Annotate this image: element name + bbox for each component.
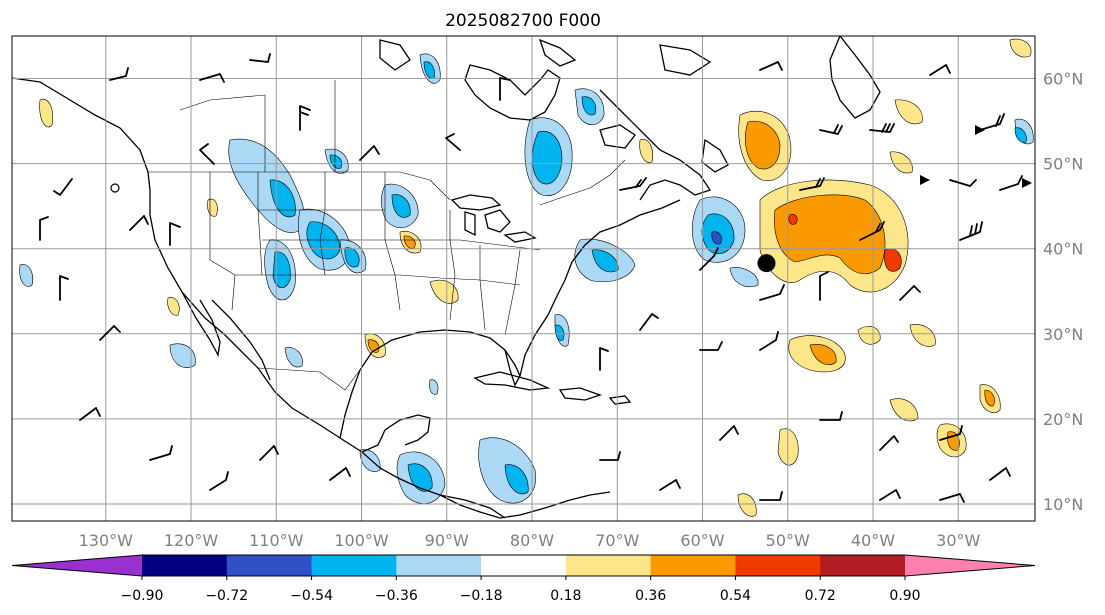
longitude-label: 90°W: [425, 531, 469, 550]
colorbar-tick-label: −0.72: [205, 588, 248, 604]
latitude-labels: 60°N 50°N 40°N 30°N 20°N 10°N: [1043, 70, 1083, 514]
colorbar-tick-label: 0.72: [805, 588, 836, 604]
colorbar-segment: [735, 555, 821, 576]
colorbar-ticks: −0.90 −0.72 −0.54 −0.36 −0.18 0.18 0.36 0.54 0.7…: [121, 576, 921, 604]
colorbar-segment: [396, 555, 482, 576]
colorbar-tick-label: −0.90: [121, 588, 164, 604]
colorbar-segment: [650, 555, 736, 576]
colorbar-tick-label: −0.36: [375, 588, 418, 604]
colorbar-segment: [565, 555, 652, 576]
longitude-label: 110°W: [249, 531, 304, 550]
colorbar: [11, 554, 1036, 577]
colorbar-tick-label: 0.90: [889, 588, 920, 604]
wind-flags: [920, 125, 1032, 188]
colorbar-tick-label: 0.54: [720, 588, 751, 604]
map-title: 2025082700 F000: [445, 11, 601, 31]
colorbar-segment: [820, 555, 906, 576]
political-borders: [148, 80, 626, 391]
longitude-label: 80°W: [510, 531, 554, 550]
colorbar-tick-label: 0.36: [635, 588, 666, 604]
latitude-label: 10°N: [1043, 495, 1083, 514]
colorbar-segment: [142, 555, 228, 576]
map-frame: [11, 35, 1036, 522]
colorbar-segment: [311, 555, 397, 576]
map-area: [12, 36, 1035, 521]
latitude-label: 60°N: [1043, 70, 1083, 89]
anomaly-shading: [19, 38, 1034, 517]
colorbar-tick-label: −0.54: [290, 588, 333, 604]
longitude-label: 130°W: [79, 531, 134, 550]
longitude-label: 100°W: [334, 531, 389, 550]
longitude-label: 50°W: [766, 531, 810, 550]
latitude-label: 30°N: [1043, 325, 1083, 344]
location-marker-icon[interactable]: [757, 254, 776, 273]
wind-barbs: [39, 53, 1023, 503]
latitude-label: 20°N: [1043, 410, 1083, 429]
colorbar-segment: [226, 555, 313, 576]
colorbar-tick-label: 0.18: [550, 588, 581, 604]
calm-station-icon: [110, 183, 120, 193]
longitude-label: 40°W: [851, 531, 895, 550]
coastlines: [12, 36, 881, 519]
longitude-label: 70°W: [595, 531, 639, 550]
longitude-labels: 130°W 120°W 110°W 100°W 90°W 80°W 70°W 60°W 50°W…: [79, 531, 981, 550]
colorbar-extend-high: [905, 555, 1035, 576]
longitude-label: 30°W: [936, 531, 980, 550]
latitude-label: 50°N: [1043, 155, 1083, 174]
colorbar-extend-low: [12, 555, 142, 576]
colorbar-tick-label: −0.18: [460, 588, 503, 604]
latitude-label: 40°N: [1043, 240, 1083, 259]
longitude-label: 60°W: [680, 531, 724, 550]
graticule: [12, 36, 1035, 521]
longitude-label: 120°W: [164, 531, 219, 550]
colorbar-segment: [481, 555, 567, 576]
